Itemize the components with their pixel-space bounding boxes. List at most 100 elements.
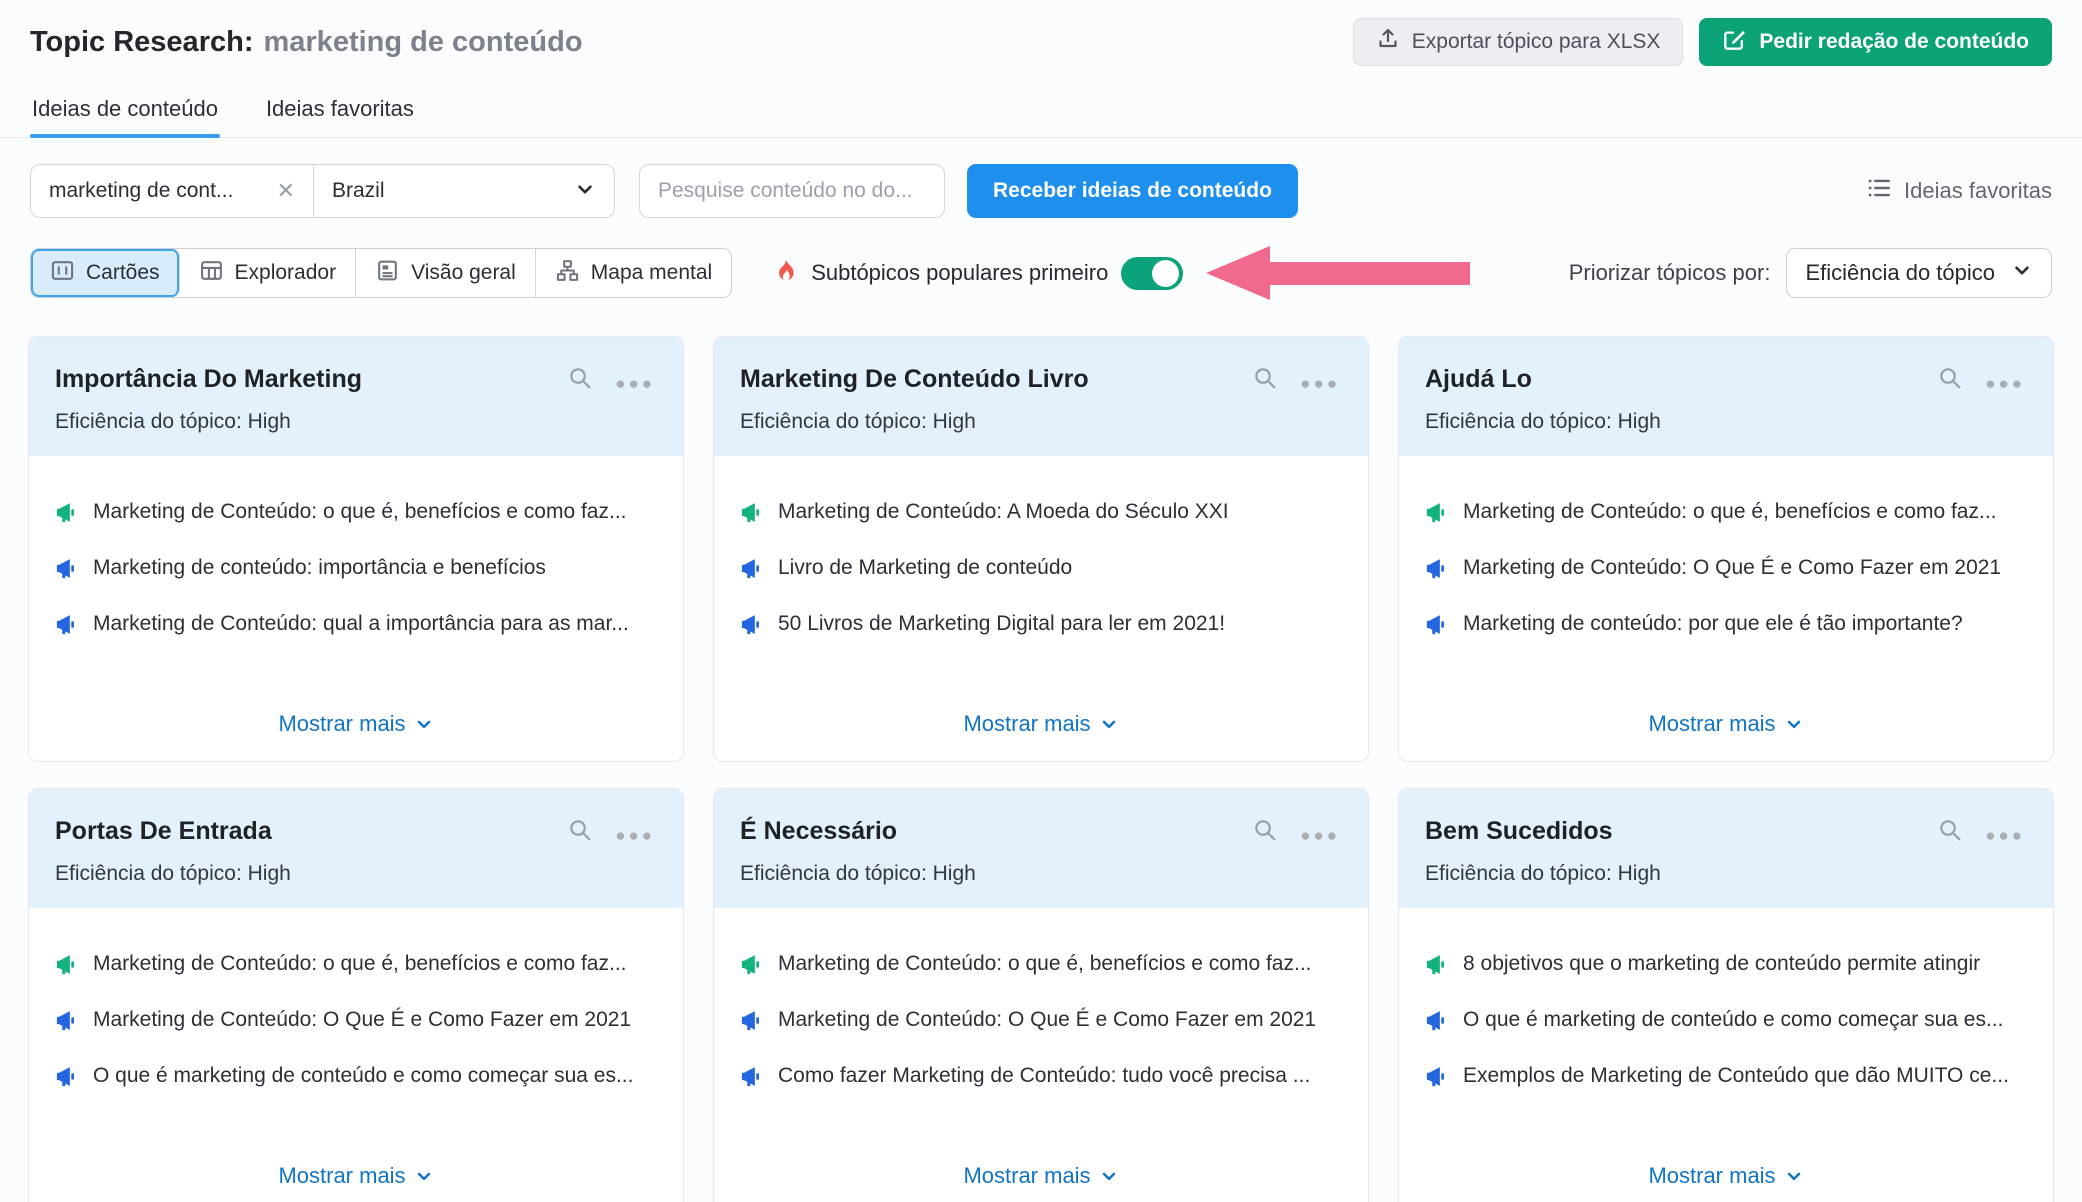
card-title: Portas De Entrada [55,817,272,845]
show-more-link[interactable]: Mostrar mais [963,711,1118,737]
prioritize-select[interactable]: Eficiência do tópico [1786,248,2052,298]
item-label: O que é marketing de conteúdo e como com… [93,1064,634,1087]
list-item[interactable]: 8 objetivos que o marketing de conteúdo … [1425,952,2027,981]
search-icon[interactable] [1937,365,1963,396]
show-more-link[interactable]: Mostrar mais [1648,711,1803,737]
tab-content-ideas[interactable]: Ideias de conteúdo [30,90,220,138]
card-footer: Mostrar mais [714,697,1368,761]
list-item[interactable]: Marketing de Conteúdo: qual a importânci… [55,612,657,641]
list-item[interactable]: Marketing de Conteúdo: o que é, benefíci… [740,952,1342,981]
more-options-icon[interactable]: ●●● [1300,826,1340,845]
card-items: Marketing de Conteúdo: o que é, benefíci… [714,908,1368,1149]
list-item[interactable]: Marketing de Conteúdo: A Moeda do Século… [740,500,1342,529]
prioritize-label: Priorizar tópicos por: [1568,260,1771,285]
request-content-button-label: Pedir redação de conteúdo [1759,30,2029,53]
list-item[interactable]: Marketing de Conteúdo: o que é, benefíci… [55,952,657,981]
get-content-ideas-button[interactable]: Receber ideias de conteúdo [967,164,1298,218]
show-more-link[interactable]: Mostrar mais [963,1163,1118,1189]
favorite-ideas-link-label: Ideias favoritas [1904,178,2052,203]
list-item[interactable]: Marketing de conteúdo: importância e ben… [55,556,657,585]
more-options-icon[interactable]: ●●● [615,374,655,393]
search-icon[interactable] [1937,817,1963,848]
card-efficiency-label: Eficiência do tópico: [740,410,927,433]
more-options-icon[interactable]: ●●● [1300,374,1340,393]
search-icon[interactable] [1252,365,1278,396]
show-more-label: Mostrar mais [963,1163,1091,1188]
toolbar: Cartões Explorador Visão geral [0,246,2082,300]
search-icon[interactable] [567,365,593,396]
topic-card: Importância Do Marketing ●●● Eficiência … [28,336,684,762]
item-label: Marketing de conteúdo: importância e ben… [93,556,546,579]
list-item[interactable]: O que é marketing de conteúdo e como com… [55,1064,657,1093]
view-explorer-button[interactable]: Explorador [179,249,357,297]
list-item[interactable]: Marketing de Conteúdo: O Que É e Como Fa… [1425,556,2027,585]
more-options-icon[interactable]: ●●● [1985,826,2025,845]
card-header: É Necessário ●●● Eficiência do tópico: H… [714,789,1368,908]
show-more-link[interactable]: Mostrar mais [1648,1163,1803,1189]
card-items: 8 objetivos que o marketing de conteúdo … [1399,908,2053,1149]
cards-grid: Importância Do Marketing ●●● Eficiência … [28,336,2054,1202]
view-overview-label: Visão geral [411,261,516,284]
export-xlsx-button[interactable]: Exportar tópico para XLSX [1352,18,1684,66]
card-efficiency-value: High [247,862,291,885]
view-mindmap-button[interactable]: Mapa mental [535,249,732,297]
show-more-link[interactable]: Mostrar mais [278,1163,433,1189]
list-item[interactable]: Marketing de Conteúdo: o que é, benefíci… [55,500,657,529]
card-footer: Mostrar mais [1399,1149,2053,1202]
cards-view-icon [50,258,75,289]
item-label: Marketing de Conteúdo: O Que É e Como Fa… [93,1008,632,1031]
view-explorer-label: Explorador [234,261,337,284]
card-efficiency-label: Eficiência do tópico: [55,410,242,433]
domain-search-input[interactable] [658,179,926,203]
show-more-link[interactable]: Mostrar mais [278,711,433,737]
card-title: Marketing De Conteúdo Livro [740,365,1089,393]
clear-keyword-icon[interactable]: ✕ [276,178,295,203]
megaphone-icon [55,1065,78,1093]
card-efficiency: Eficiência do tópico: High [55,410,655,434]
list-item[interactable]: Exemplos de Marketing de Conteúdo que dã… [1425,1064,2027,1093]
topic-card: Bem Sucedidos ●●● Eficiência do tópico: … [1398,788,2054,1202]
search-group: ✕ Brazil [30,164,615,218]
card-efficiency-value: High [1617,410,1661,433]
more-options-icon[interactable]: ●●● [1985,374,2025,393]
search-icon[interactable] [567,817,593,848]
show-more-label: Mostrar mais [278,1163,406,1188]
card-items: Marketing de Conteúdo: o que é, benefíci… [29,456,683,697]
country-select[interactable]: Brazil [314,165,614,217]
page-title-label: Topic Research: [30,25,254,58]
item-label: Marketing de Conteúdo: O Que É e Como Fa… [1463,556,2002,579]
trending-subtopics-toggle[interactable] [1121,256,1184,290]
view-cards-label: Cartões [86,261,160,284]
tab-favorite-ideas[interactable]: Ideias favoritas [265,96,414,121]
list-item[interactable]: Marketing de conteúdo: por que ele é tão… [1425,612,2027,641]
list-item[interactable]: Marketing de Conteúdo: O Que É e Como Fa… [740,1008,1342,1037]
megaphone-icon [55,1009,78,1037]
list-item[interactable]: Marketing de Conteúdo: O Que É e Como Fa… [55,1008,657,1037]
search-row: ✕ Brazil Receber ideias de conteúdo Idei… [0,164,2082,218]
edit-icon [1722,27,1747,58]
list-item[interactable]: 50 Livros de Marketing Digital para ler … [740,612,1342,641]
list-item[interactable]: Livro de Marketing de conteúdo [740,556,1342,585]
search-icon[interactable] [1252,817,1278,848]
view-overview-button[interactable]: Visão geral [356,249,536,297]
list-item[interactable]: Como fazer Marketing de Conteúdo: tudo v… [740,1064,1342,1093]
keyword-input[interactable] [49,179,275,203]
card-efficiency: Eficiência do tópico: High [740,862,1340,886]
item-label: Marketing de Conteúdo: A Moeda do Século… [778,500,1229,523]
more-options-icon[interactable]: ●●● [615,826,655,845]
card-items: Marketing de Conteúdo: o que é, benefíci… [1399,456,2053,697]
fire-icon [772,258,798,289]
megaphone-icon [740,613,763,641]
card-title: É Necessário [740,817,898,845]
card-items: Marketing de Conteúdo: o que é, benefíci… [29,908,683,1149]
megaphone-icon [1425,557,1448,585]
view-cards-button[interactable]: Cartões [31,249,180,297]
list-item[interactable]: O que é marketing de conteúdo e como com… [1425,1008,2027,1037]
top-header: Topic Research: marketing de conteúdo Exp… [0,0,2082,66]
topic-card: Marketing De Conteúdo Livro ●●● Eficiênc… [713,336,1369,762]
request-content-button[interactable]: Pedir redação de conteúdo [1699,18,2052,66]
list-item[interactable]: Marketing de Conteúdo: o que é, benefíci… [1425,500,2027,529]
page-title: Topic Research: marketing de conteúdo [30,26,583,59]
item-label: Marketing de Conteúdo: o que é, benefíci… [93,952,627,975]
favorite-ideas-link[interactable]: Ideias favoritas [1866,175,2052,207]
